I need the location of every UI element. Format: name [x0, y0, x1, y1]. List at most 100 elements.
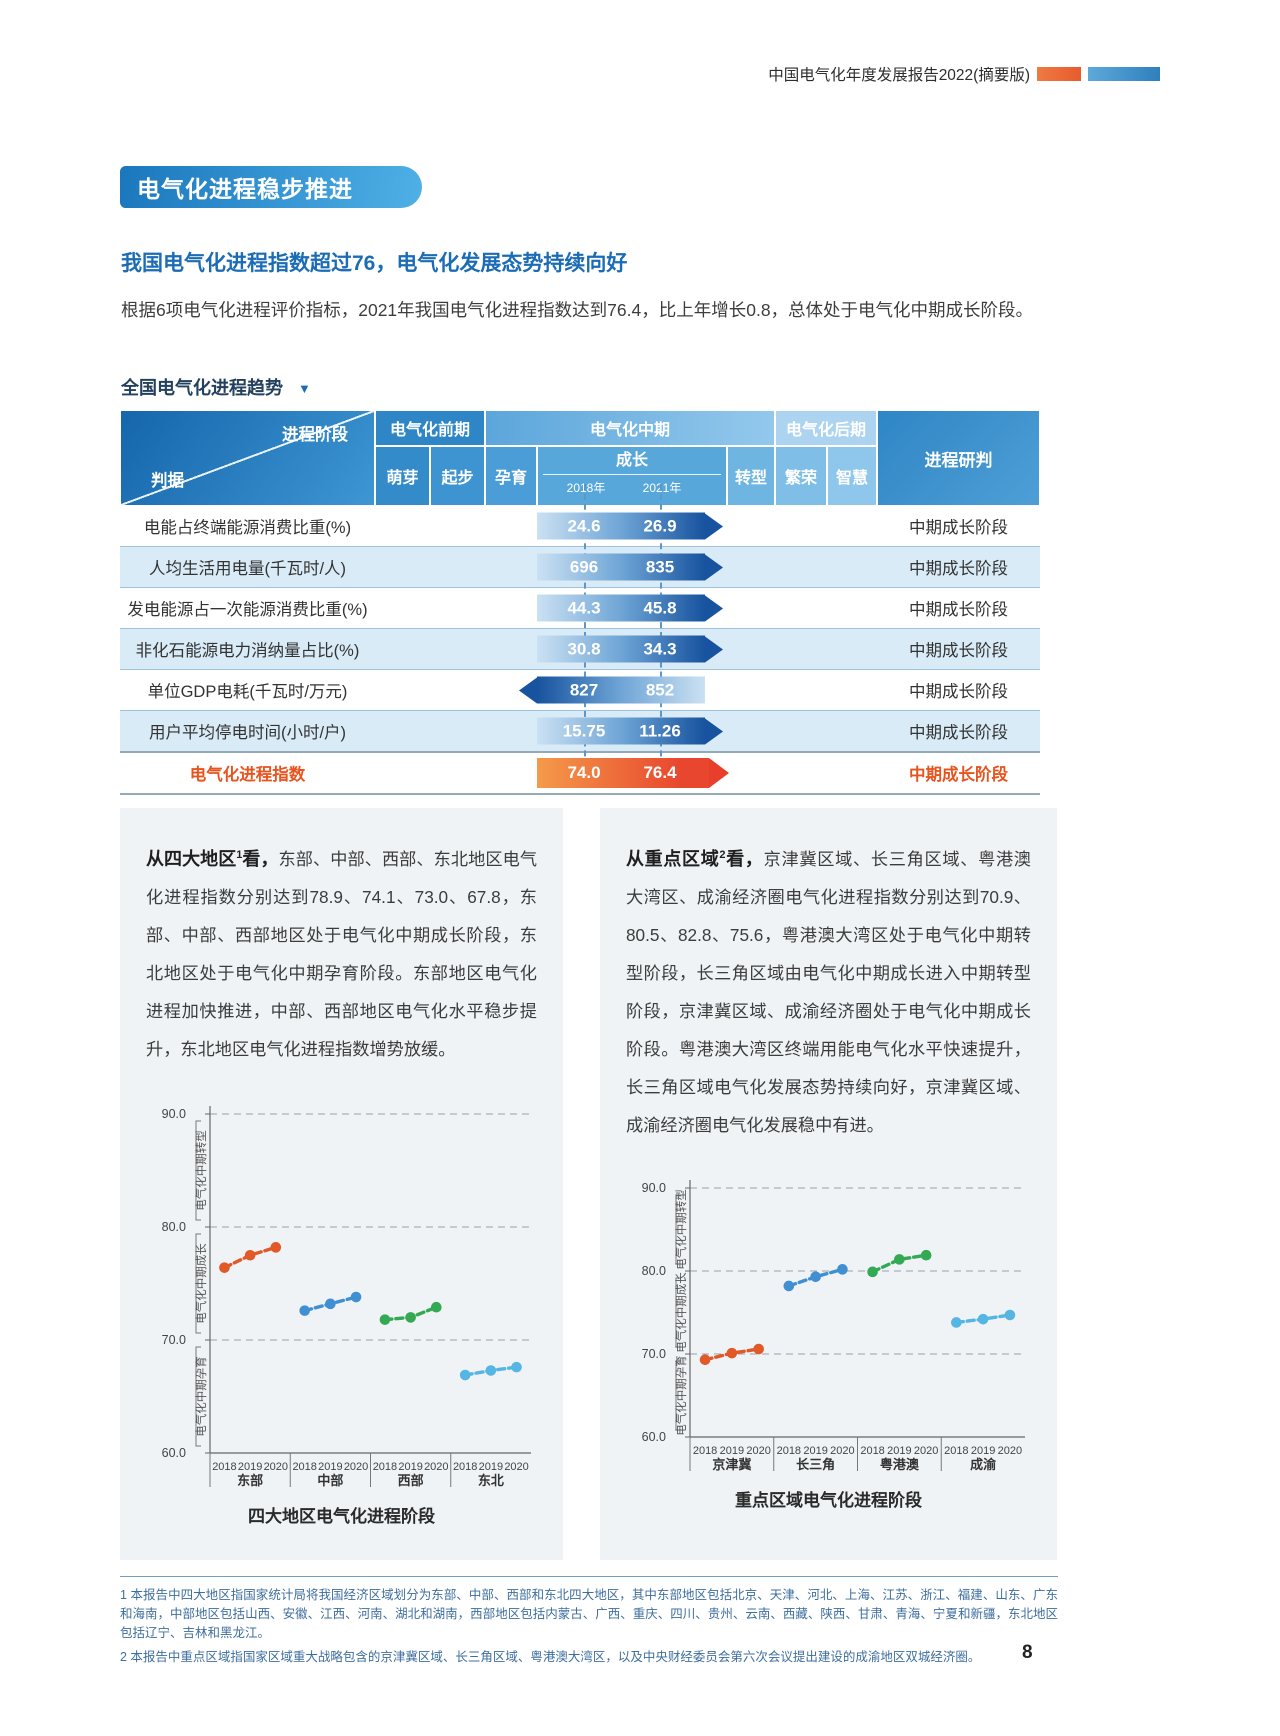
- section-banner-title: 电气化进程稳步推进: [137, 176, 353, 202]
- trend-arrow: 30.8 34.3: [537, 635, 723, 663]
- svg-text:2018: 2018: [292, 1461, 316, 1473]
- collapse-caret-icon: ▼: [298, 381, 311, 396]
- intro-paragraph: 根据6项电气化进程评价指标，2021年我国电气化进程指数达到76.4，比上年增长…: [121, 300, 1034, 320]
- svg-text:京津冀: 京津冀: [712, 1457, 751, 1472]
- stage-header: 萌芽: [375, 446, 430, 506]
- regions-box: 从四大地区1看，东部、中部、西部、东北地区电气化进程指数分别达到78.9、74.…: [120, 808, 563, 1560]
- svg-text:2019: 2019: [479, 1461, 503, 1473]
- svg-text:2019: 2019: [318, 1461, 342, 1473]
- table-row: 电能占终端能源消费比重(%) 24.6 26.9 中期成长阶段: [120, 506, 1040, 546]
- phase-header-early: 电气化前期: [375, 410, 485, 446]
- year-2021-label: 2021年: [642, 481, 682, 495]
- table-row: 单位GDP电耗(千瓦时/万元) 827 852 中期成长阶段: [120, 669, 1040, 710]
- value-2018: 15.75: [562, 721, 606, 740]
- footnote: 1 本报告中四大地区指国家统计局将我国经济区域划分为东部、中部、西部和东北四大地…: [120, 1588, 1058, 1640]
- trend-arrow: 827 852: [519, 676, 705, 704]
- svg-text:东部: 东部: [237, 1473, 263, 1488]
- svg-text:电气化中期成长: 电气化中期成长: [674, 1272, 688, 1353]
- svg-text:2019: 2019: [971, 1445, 995, 1457]
- svg-text:2020: 2020: [746, 1445, 770, 1457]
- arrow-head-right-icon: [705, 554, 723, 580]
- phase-header-late: 电气化后期: [775, 410, 877, 446]
- footnote: 2 本报告中重点区域指国家区域重大战略包含的京津冀区域、长三角区域、粤港澳大湾区…: [120, 1650, 981, 1664]
- svg-text:2019: 2019: [398, 1461, 422, 1473]
- corner-bottom-label: 判据: [151, 472, 184, 490]
- svg-text:电气化中期转型: 电气化中期转型: [674, 1189, 688, 1270]
- header-blue-bar: [1088, 67, 1160, 81]
- svg-text:电气化中期转型: 电气化中期转型: [194, 1130, 208, 1211]
- table-body: 电能占终端能源消费比重(%) 24.6 26.9 中期成长阶段 人均生活用电量(千瓦时/…: [120, 506, 1040, 795]
- svg-text:90.0: 90.0: [162, 1107, 186, 1121]
- svg-text:2019: 2019: [803, 1445, 827, 1457]
- table-row: 人均生活用电量(千瓦时/人) 696 835 中期成长阶段: [120, 546, 1040, 587]
- svg-text:粤港澳: 粤港澳: [880, 1457, 920, 1472]
- stage-header: 孕育: [485, 446, 537, 506]
- value-2018: 30.8: [567, 639, 601, 658]
- value-2021: 835: [645, 557, 675, 576]
- svg-text:2018: 2018: [373, 1461, 397, 1473]
- value-2018: 827: [569, 680, 599, 699]
- svg-text:2019: 2019: [720, 1445, 744, 1457]
- year-2018-label: 2018年: [566, 481, 606, 495]
- svg-text:2019: 2019: [887, 1445, 911, 1457]
- svg-text:2020: 2020: [914, 1445, 938, 1457]
- trend-arrow: 15.75 11.26: [537, 717, 723, 745]
- header-orange-bar: [1037, 67, 1081, 81]
- stage-header: 繁荣: [775, 446, 827, 506]
- table-row: 非化石能源电力消纳量占比(%) 30.8 34.3 中期成长阶段: [120, 628, 1040, 669]
- stage-track: 44.3 45.8: [375, 588, 877, 628]
- svg-text:2018: 2018: [944, 1445, 968, 1457]
- svg-text:西部: 西部: [398, 1473, 424, 1488]
- svg-text:2018: 2018: [777, 1445, 801, 1457]
- judgment-cell: 中期成长阶段: [909, 601, 1008, 619]
- footnotes: 1 本报告中四大地区指国家统计局将我国经济区域划分为东部、中部、西部和东北四大地…: [120, 1576, 1058, 1672]
- svg-text:2018: 2018: [212, 1461, 236, 1473]
- row-label: 用户平均停电时间(小时/户): [148, 724, 347, 742]
- regions-text-intro: 从四大地区1看，: [146, 849, 279, 869]
- arrow-head-right-icon: [705, 718, 723, 744]
- judgment-cell: 中期成长阶段: [909, 642, 1008, 660]
- svg-text:90.0: 90.0: [642, 1181, 666, 1195]
- value-2018: 696: [569, 557, 599, 576]
- judgment-cell: 中期成长阶段: [909, 766, 1008, 784]
- stage-track: 15.75 11.26: [375, 711, 877, 751]
- svg-text:2018: 2018: [453, 1461, 477, 1473]
- svg-text:2020: 2020: [830, 1445, 854, 1457]
- stage-header: 转型: [727, 446, 775, 506]
- section-banner: 电气化进程稳步推进: [120, 166, 422, 208]
- stage-track: 827 852: [375, 670, 877, 710]
- arrow-head-right-icon: [705, 513, 723, 539]
- dashed-guideline-2021: [660, 484, 662, 786]
- svg-text:60.0: 60.0: [642, 1430, 666, 1444]
- svg-text:80.0: 80.0: [162, 1220, 186, 1234]
- svg-text:70.0: 70.0: [642, 1347, 666, 1361]
- table-caption: 全国电气化进程趋势 ▼: [121, 374, 311, 400]
- arrow-head-left-icon: [519, 677, 537, 703]
- value-2021: 34.3: [643, 639, 677, 658]
- trend-arrow: 696 835: [537, 553, 723, 581]
- stage-track: 74.0 76.4: [375, 753, 877, 793]
- svg-text:长三角: 长三角: [796, 1457, 835, 1472]
- value-2018: 24.6: [567, 516, 601, 535]
- progress-table: 进程阶段 判据 电气化前期 电气化中期 电气化后期 进程研判 萌芽 起步 孕育 …: [120, 410, 1040, 795]
- judgment-cell: 中期成长阶段: [909, 560, 1008, 578]
- value-2018: 44.3: [567, 598, 601, 617]
- svg-text:2019: 2019: [238, 1461, 262, 1473]
- table-caption-text: 全国电气化进程趋势: [121, 378, 283, 398]
- svg-text:2020: 2020: [344, 1461, 368, 1473]
- key-areas-chart-title: 重点区域电气化进程阶段: [735, 1491, 922, 1510]
- table-row: 电气化进程指数 74.0 76.4 中期成长阶段: [120, 751, 1040, 793]
- key-areas-chart: 90.0 80.0 70.0 60.0 电气化中期转型 电气化中期成长 电气化中期孕育 201…: [626, 1160, 1031, 1478]
- svg-text:中部: 中部: [317, 1473, 343, 1488]
- stage-header-growth: 成长 2018年 2021年: [537, 446, 727, 506]
- trend-arrow: 74.0 76.4: [537, 758, 729, 788]
- value-2021: 76.4: [643, 763, 677, 782]
- judgment-cell: 中期成长阶段: [909, 724, 1008, 742]
- svg-text:电气化中期孕育: 电气化中期孕育: [674, 1355, 688, 1436]
- svg-text:80.0: 80.0: [642, 1264, 666, 1278]
- svg-text:2018: 2018: [860, 1445, 884, 1457]
- svg-text:2020: 2020: [504, 1461, 528, 1473]
